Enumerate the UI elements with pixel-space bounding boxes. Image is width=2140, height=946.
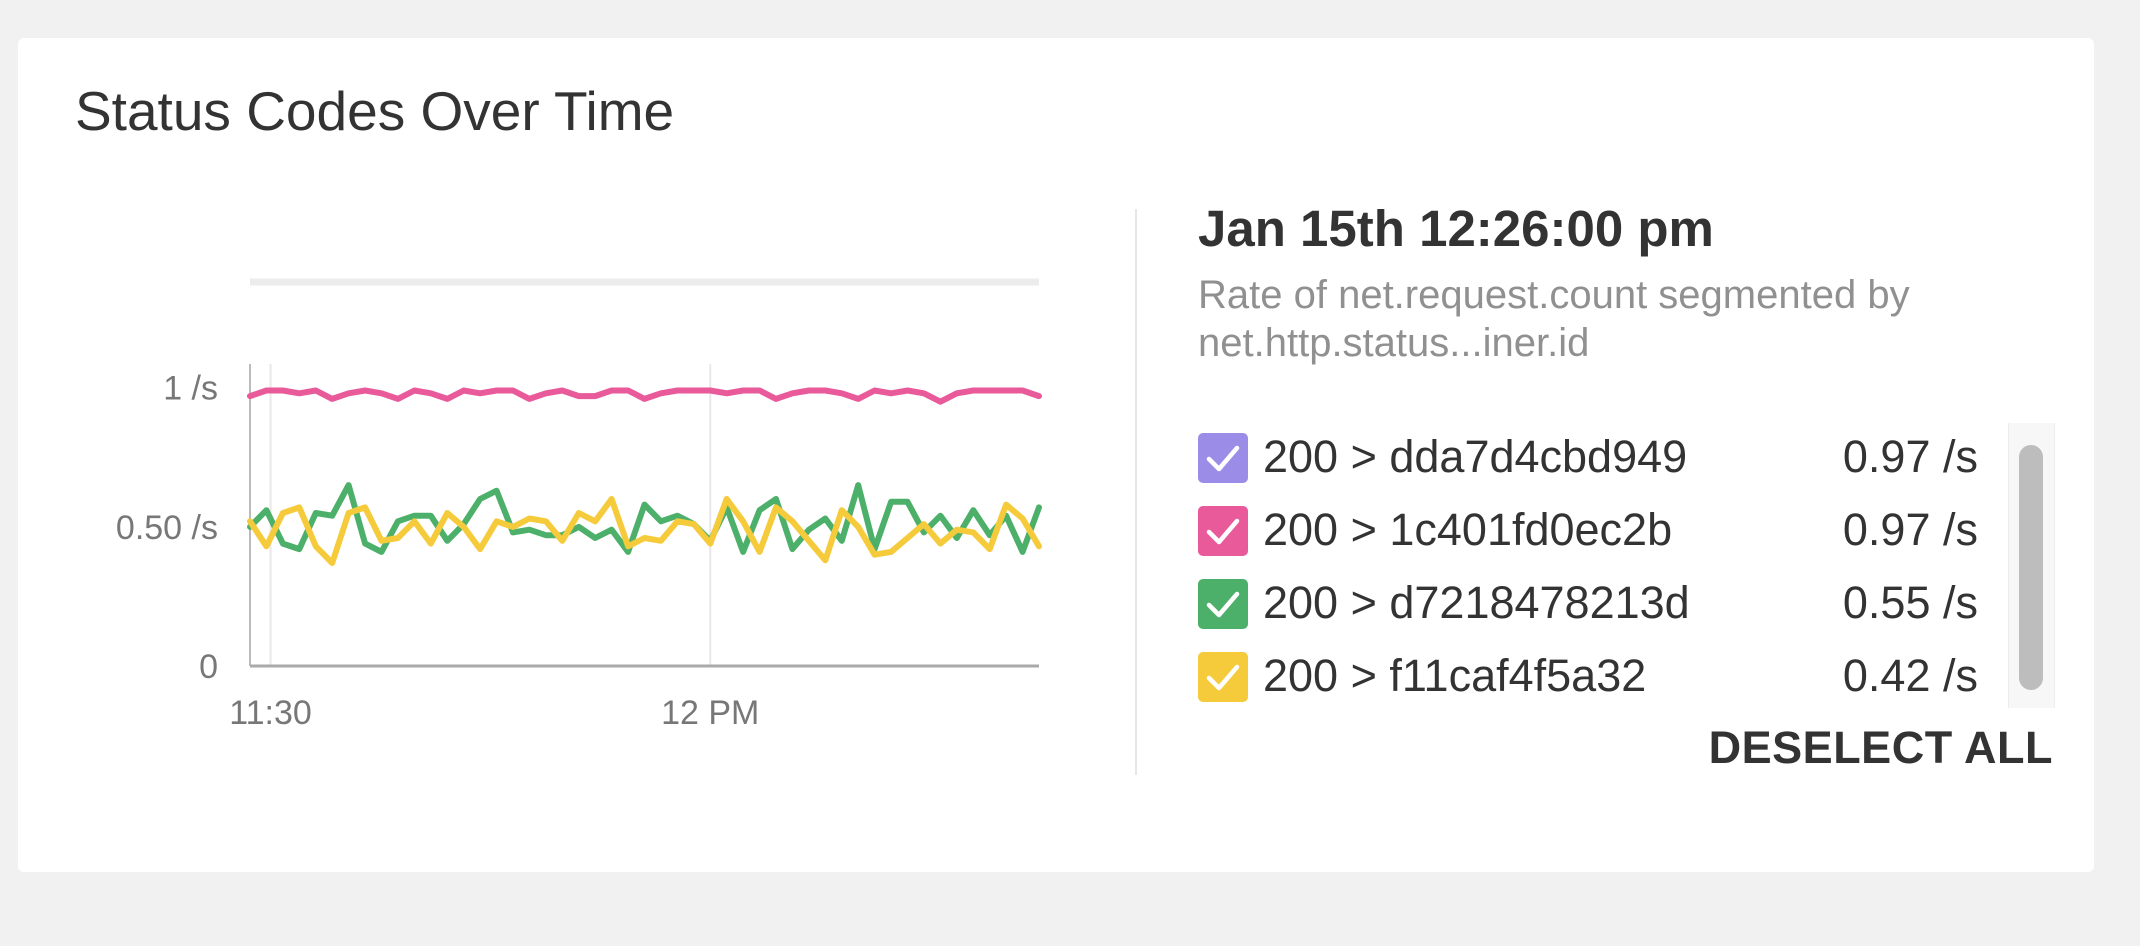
legend-item[interactable]: 200 > dda7d4cbd949 0.97 /s (1198, 423, 1978, 496)
legend-value: 0.55 /s (1843, 575, 1978, 631)
checkmark-icon (1198, 652, 1248, 702)
series-line (250, 391, 1039, 402)
legend-item[interactable]: 200 > f11caf4f5a32 0.42 /s (1198, 642, 1978, 715)
y-tick-label: 0.50 /s (116, 509, 218, 547)
legend-checkbox[interactable] (1198, 433, 1248, 483)
legend-label: 200 > dda7d4cbd949 (1263, 429, 1687, 485)
legend-value: 0.42 /s (1843, 648, 1978, 704)
legend-checkbox[interactable] (1198, 579, 1248, 629)
legend-list: 200 > dda7d4cbd949 0.97 /s 200 > 1c401fd… (1198, 423, 1978, 715)
x-tick-label: 12 PM (661, 694, 759, 732)
legend-scrollbar-thumb[interactable] (2019, 445, 2043, 690)
legend-scrollbar[interactable] (2008, 423, 2055, 708)
legend-item[interactable]: 200 > 1c401fd0ec2b 0.97 /s (1198, 496, 1978, 569)
legend-checkbox[interactable] (1198, 506, 1248, 556)
deselect-all-button[interactable]: DESELECT ALL (1709, 720, 2053, 776)
checkmark-icon (1198, 433, 1248, 483)
panel-timestamp: Jan 15th 12:26:00 pm (1198, 198, 2053, 259)
status-codes-card: Status Codes Over Time 1 /s 0.50 /s 0 11:30… (18, 38, 2094, 872)
panel-description: Rate of net.request.count segmented by n… (1198, 271, 2028, 367)
y-tick-label: 0 (199, 648, 218, 686)
x-tick-label: 11:30 (229, 694, 312, 732)
y-tick-label: 1 /s (163, 370, 218, 408)
checkmark-icon (1198, 579, 1248, 629)
legend-item[interactable]: 200 > d7218478213d 0.55 /s (1198, 569, 1978, 642)
legend-box: 200 > dda7d4cbd949 0.97 /s 200 > 1c401fd… (1198, 423, 2053, 713)
legend-label: 200 > f11caf4f5a32 (1263, 648, 1646, 704)
checkmark-icon (1198, 506, 1248, 556)
legend-label: 200 > 1c401fd0ec2b (1263, 502, 1672, 558)
legend-value: 0.97 /s (1843, 429, 1978, 485)
tooltip-panel: Jan 15th 12:26:00 pm Rate of net.request… (1198, 198, 2053, 367)
legend-value: 0.97 /s (1843, 502, 1978, 558)
legend-label: 200 > d7218478213d (1263, 575, 1690, 631)
legend-checkbox[interactable] (1198, 652, 1248, 702)
panel-divider (1135, 209, 1137, 775)
